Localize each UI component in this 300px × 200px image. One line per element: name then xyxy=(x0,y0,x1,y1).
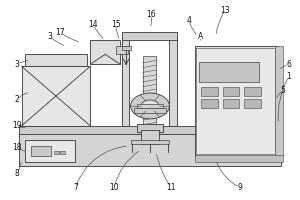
Bar xyxy=(60,151,65,154)
Bar xyxy=(223,87,239,96)
Text: 10: 10 xyxy=(110,183,119,192)
Bar xyxy=(116,46,127,54)
Bar xyxy=(25,54,87,66)
Text: 14: 14 xyxy=(88,20,98,29)
Bar xyxy=(122,32,177,40)
Bar xyxy=(201,99,218,108)
Bar xyxy=(130,140,170,144)
Bar xyxy=(201,87,218,96)
Bar xyxy=(136,104,164,108)
Bar xyxy=(196,48,275,154)
Text: A: A xyxy=(198,32,203,41)
Bar xyxy=(244,87,261,96)
Text: 16: 16 xyxy=(147,10,156,19)
Text: 13: 13 xyxy=(220,6,230,15)
Text: 11: 11 xyxy=(166,183,176,192)
Text: 5: 5 xyxy=(280,86,285,95)
Bar xyxy=(199,62,259,82)
Text: 15: 15 xyxy=(111,20,121,29)
Bar xyxy=(122,36,129,126)
Text: 4: 4 xyxy=(186,16,191,25)
Text: 6: 6 xyxy=(286,60,291,69)
Text: 3: 3 xyxy=(47,32,52,41)
Bar xyxy=(142,56,156,126)
Bar xyxy=(195,46,278,156)
Text: 1: 1 xyxy=(286,72,291,81)
Text: 19: 19 xyxy=(12,121,22,130)
Text: 3: 3 xyxy=(15,60,20,69)
Bar xyxy=(244,99,261,108)
Bar xyxy=(19,134,281,166)
Bar xyxy=(136,124,164,132)
Bar xyxy=(22,66,90,126)
Bar xyxy=(223,99,239,108)
Bar xyxy=(31,146,52,156)
Bar xyxy=(141,130,159,144)
Text: 8: 8 xyxy=(15,169,20,178)
Text: 9: 9 xyxy=(237,183,242,192)
Text: 7: 7 xyxy=(73,183,78,192)
Bar xyxy=(25,140,75,162)
Circle shape xyxy=(141,100,159,112)
Bar xyxy=(19,126,281,134)
Text: 2: 2 xyxy=(15,95,20,104)
Circle shape xyxy=(130,93,170,119)
Text: 17: 17 xyxy=(56,28,65,37)
Bar xyxy=(122,46,130,50)
Bar xyxy=(169,36,177,126)
Bar xyxy=(54,151,59,154)
Bar xyxy=(90,40,120,64)
Bar xyxy=(275,46,283,156)
Text: 18: 18 xyxy=(12,143,22,152)
Bar xyxy=(195,155,283,162)
Bar xyxy=(134,108,166,113)
